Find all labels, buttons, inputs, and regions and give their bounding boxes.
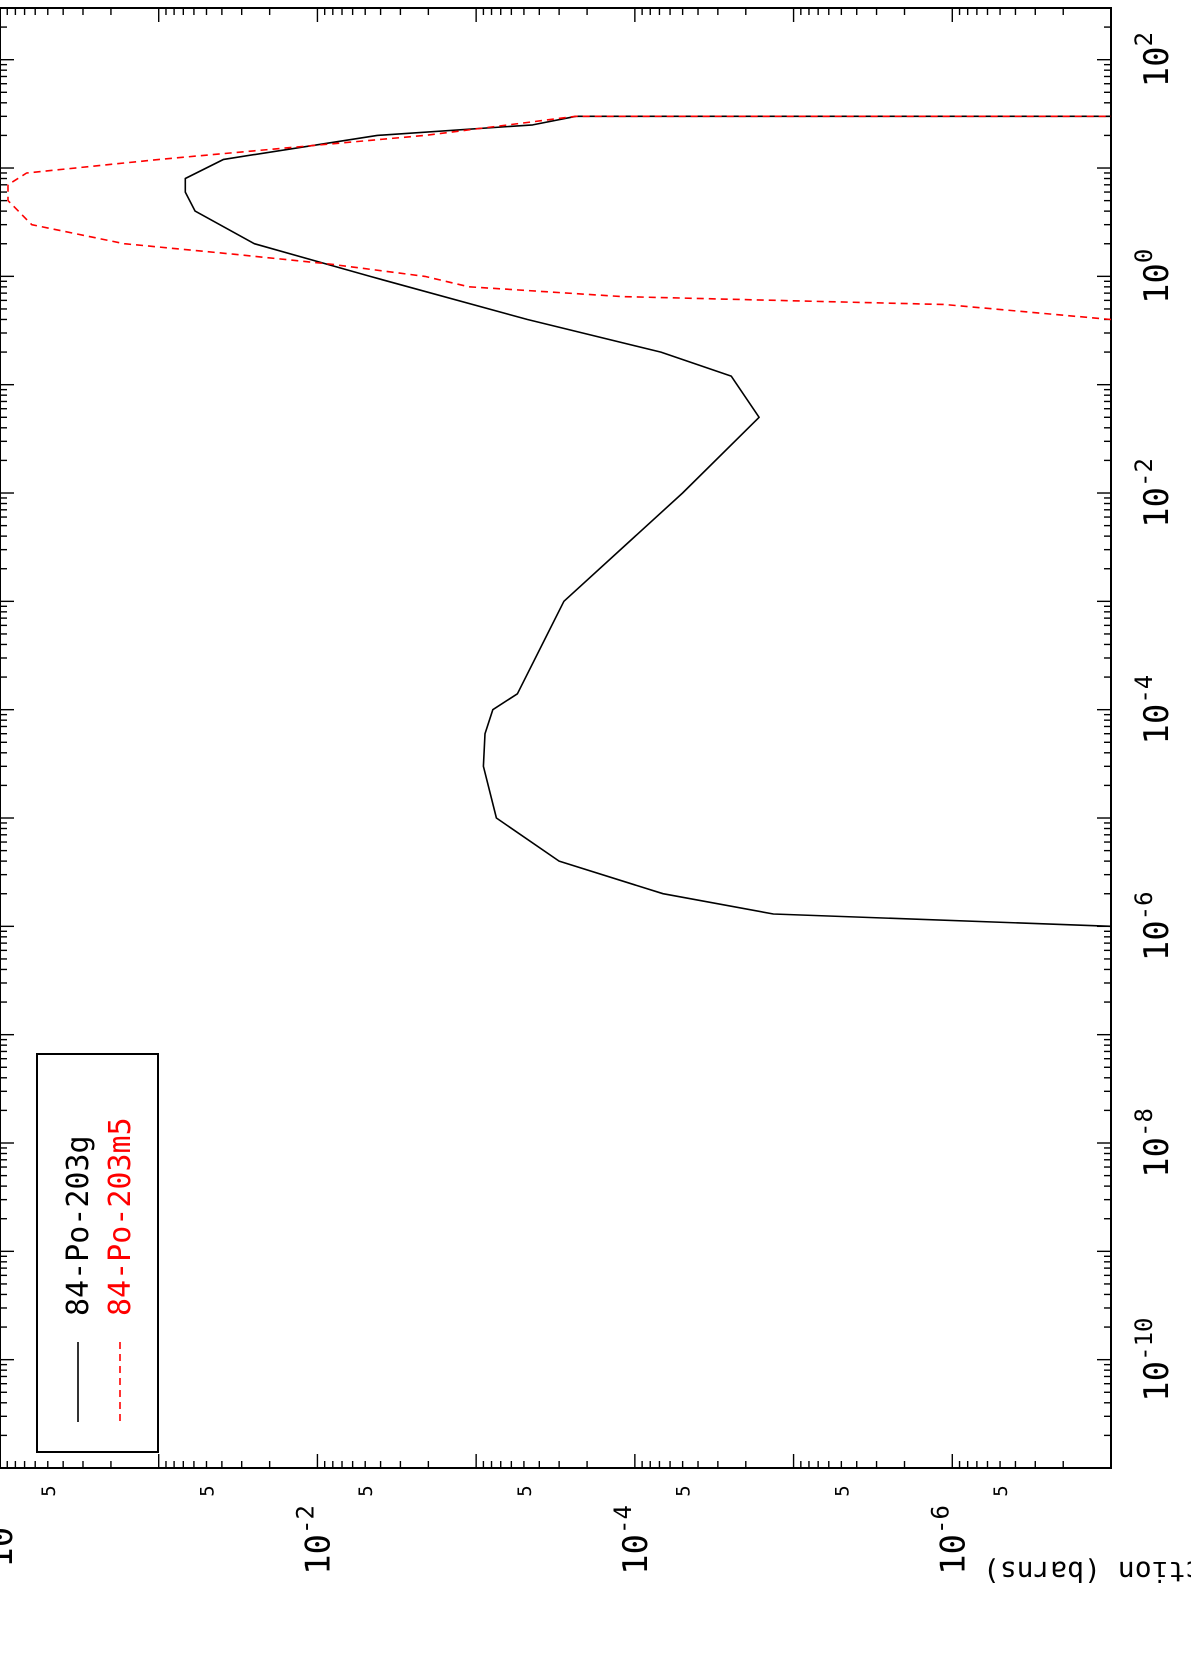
- series-layer: [7, 115, 1112, 928]
- major-ticks: [0, 8, 1112, 1469]
- series-line-84-po-203m5: [7, 115, 1112, 321]
- x-tick-label: 10-2: [1130, 458, 1177, 528]
- tick-labels: 10-10 10-8 10-6 10-4 10-2 100 102 100 10-2 10-4 10…: [0, 32, 1177, 1575]
- x-tick-label: 100: [1130, 249, 1177, 304]
- x-tick-label: 10-6: [1130, 891, 1177, 961]
- y-minor-tick-label: 5: [355, 1485, 377, 1496]
- y-tick-label: 10-4: [609, 1505, 656, 1575]
- legend-box: [36, 1053, 159, 1453]
- y-axis-title: Cross Section (barns): [983, 1555, 1191, 1588]
- x-tick-label: 10-4: [1130, 675, 1177, 745]
- y-minor-tick-label: 5: [831, 1485, 853, 1496]
- y-minor-tick-label: 5: [196, 1485, 218, 1496]
- y-minor-tick-label: 5: [514, 1485, 536, 1496]
- y-minor-tick-label: 5: [38, 1485, 60, 1496]
- y-tick-label: 100: [0, 1512, 21, 1567]
- y-minor-tick-label: 5: [990, 1485, 1012, 1496]
- legend: 84-Po-203g 84-Po-203m5: [36, 1053, 159, 1453]
- x-tick-label: 102: [1130, 32, 1177, 87]
- plot-frame: [0, 7, 1112, 1469]
- x-tick-label: 10-8: [1130, 1108, 1177, 1178]
- x-tick-label: 10-10: [1130, 1318, 1177, 1402]
- minor-ticks: [0, 7, 1111, 1468]
- y-minor-tick-label: 5: [673, 1485, 695, 1496]
- series-line-84-po-203g: [184, 115, 1112, 928]
- y-tick-label: 10-2: [291, 1505, 338, 1575]
- y-tick-label: 10-6: [926, 1505, 973, 1575]
- legend-label-84-po-203g: 84-Po-203g: [61, 1135, 96, 1316]
- legend-label-84-po-203m5: 84-Po-203m5: [103, 1117, 138, 1316]
